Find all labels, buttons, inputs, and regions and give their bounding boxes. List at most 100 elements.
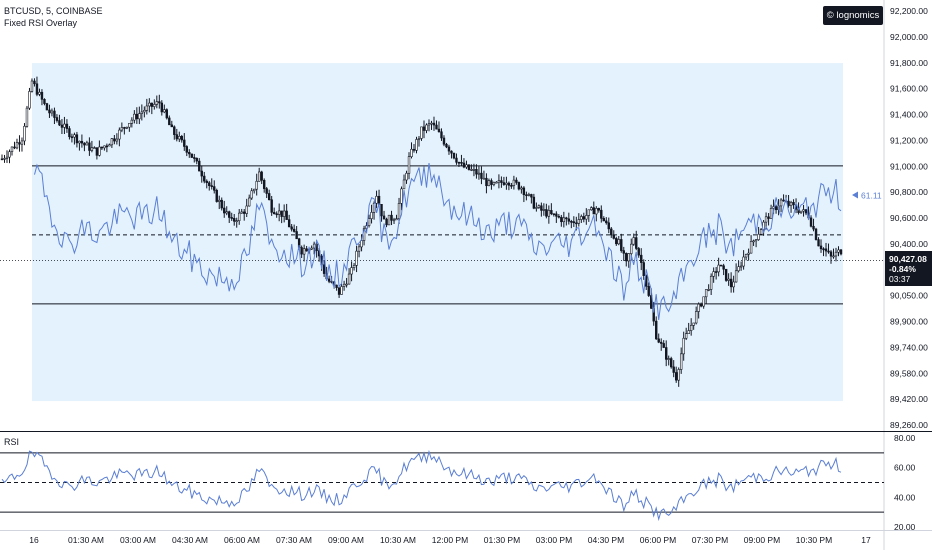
candle: [535, 202, 538, 212]
candle: [447, 144, 451, 155]
price-tick-label: 92,200.00: [890, 6, 928, 16]
candle: [460, 154, 463, 167]
candle: [357, 243, 361, 258]
candle: [70, 133, 74, 143]
candle: [662, 340, 665, 349]
overlay-value-marker: 61.11: [852, 191, 882, 201]
candle: [8, 149, 11, 164]
candle: [757, 226, 760, 241]
time-tick-label: 06:00 PM: [640, 535, 676, 545]
time-axis[interactable]: 16 01:30 AM 03:00 AM 04:30 AM 06:00 AM 07:30 …: [29, 535, 871, 545]
candle: [625, 252, 628, 267]
candle: [295, 226, 298, 240]
candle: [660, 338, 663, 351]
candle: [617, 236, 620, 246]
candle: [502, 176, 506, 186]
candle: [252, 188, 256, 194]
candle: [707, 284, 710, 292]
candle: [605, 217, 608, 225]
rsi-axis[interactable]: 80.00 60.00 40.00 20.00: [894, 433, 916, 532]
candle: [63, 116, 66, 135]
candle: [495, 181, 498, 184]
candle: [585, 208, 588, 225]
candle: [452, 152, 456, 160]
candle: [78, 140, 81, 151]
rsi-pane-title[interactable]: RSI: [4, 437, 20, 447]
candle: [560, 214, 563, 227]
candle: [722, 263, 725, 276]
candle: [20, 137, 24, 152]
candle: [402, 174, 406, 190]
candle: [510, 182, 513, 189]
candle: [95, 147, 99, 160]
candle: [230, 212, 233, 221]
candle: [120, 122, 124, 133]
candle: [155, 95, 159, 109]
candle: [218, 195, 221, 210]
price-axis[interactable]: 92,200.00 92,000.00 91,800.00 91,600.00 91,4…: [890, 6, 928, 430]
price-tick-label: 89,420.00: [890, 394, 928, 404]
candle: [557, 214, 561, 219]
candle: [163, 104, 166, 114]
time-tick-label: 04:30 AM: [172, 535, 208, 545]
candle: [712, 267, 715, 283]
candle: [250, 188, 253, 200]
candle: [145, 98, 149, 115]
candle: [520, 185, 523, 194]
candle: [532, 193, 536, 210]
candle: [699, 302, 703, 308]
candle: [28, 87, 31, 110]
candle: [352, 263, 356, 271]
candle: [694, 306, 698, 325]
candle: [55, 114, 59, 123]
candle: [709, 273, 713, 296]
symbol-title[interactable]: BTCUSD, 5, COINBASE: [4, 6, 103, 16]
candle: [180, 134, 183, 143]
price-change-value: -0.84%: [889, 264, 916, 274]
rsi-overlay-band: [32, 63, 843, 402]
candle: [837, 246, 840, 257]
candle: [270, 195, 273, 216]
candle: [759, 227, 763, 235]
candle: [814, 227, 818, 241]
candle: [13, 141, 16, 150]
candle: [35, 76, 39, 97]
candle: [300, 245, 303, 258]
candle: [312, 241, 316, 255]
time-tick-label: 17: [861, 535, 871, 545]
candle: [597, 207, 600, 213]
candle: [627, 253, 630, 268]
candle: [587, 209, 591, 222]
candle: [355, 245, 358, 273]
candle: [53, 107, 56, 125]
candle: [113, 134, 116, 145]
candle: [265, 186, 268, 199]
candle: [322, 260, 326, 277]
candle: [480, 166, 483, 185]
indicator-title[interactable]: Fixed RSI Overlay: [4, 18, 78, 28]
candle: [165, 108, 169, 120]
candle: [395, 214, 398, 221]
candle: [752, 239, 755, 246]
candle: [385, 217, 388, 228]
candle: [285, 203, 288, 220]
candle: [420, 126, 423, 141]
candle: [445, 142, 448, 149]
candle: [525, 191, 528, 201]
candle: [310, 245, 313, 250]
candle: [470, 164, 473, 172]
candle: [85, 140, 89, 146]
candle: [233, 214, 236, 226]
candle: [417, 136, 421, 147]
candle: [472, 163, 476, 177]
candle: [457, 161, 461, 167]
candle: [552, 213, 556, 217]
candle: [437, 121, 441, 133]
candle: [347, 268, 351, 285]
candle: [747, 248, 750, 261]
candle: [769, 204, 773, 219]
candle: [118, 127, 121, 147]
candle: [834, 247, 838, 262]
candle: [505, 176, 508, 190]
